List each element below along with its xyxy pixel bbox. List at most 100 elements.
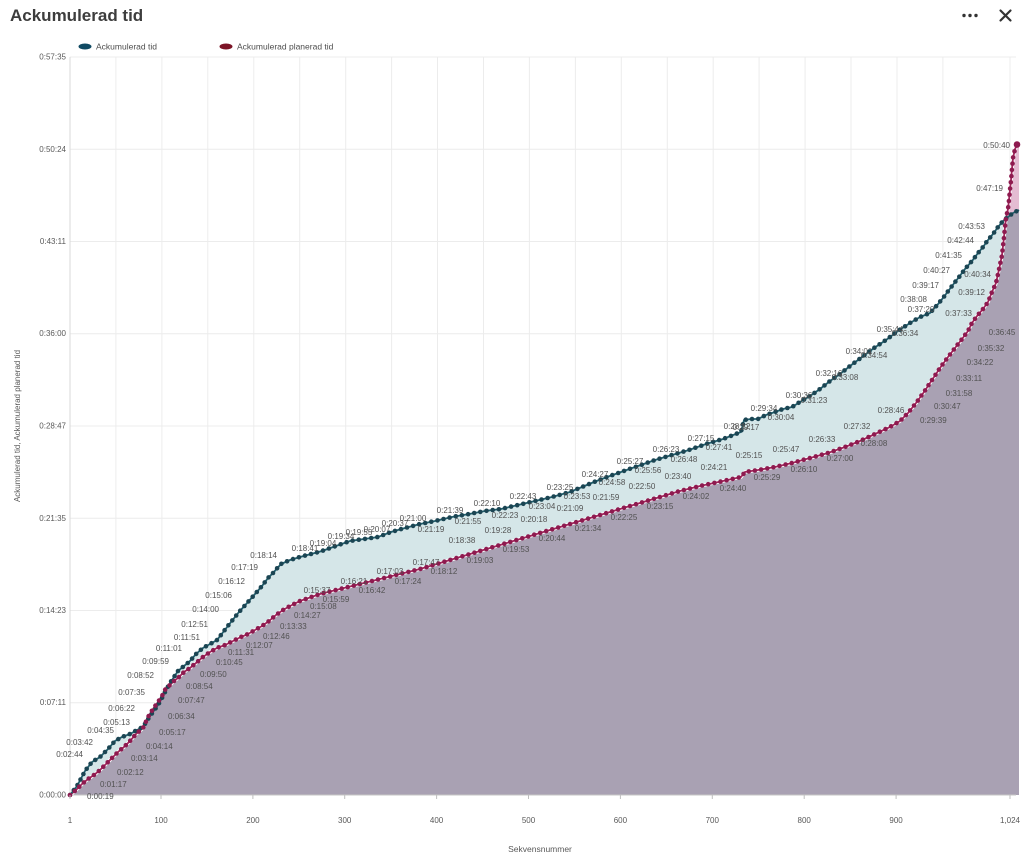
svg-text:0:14:00: 0:14:00 [192,605,219,614]
svg-text:0:35:32: 0:35:32 [978,344,1005,353]
svg-text:0:07:11: 0:07:11 [40,698,67,707]
svg-text:0:15:37: 0:15:37 [304,586,331,595]
svg-text:0:21:34: 0:21:34 [575,524,602,533]
svg-text:0:40:34: 0:40:34 [964,270,991,279]
svg-text:0:11:51: 0:11:51 [174,633,201,642]
svg-text:0:15:06: 0:15:06 [205,591,232,600]
svg-text:0:50:24: 0:50:24 [39,145,66,154]
svg-text:0:32:16: 0:32:16 [816,369,843,378]
svg-text:0:50:40: 0:50:40 [983,141,1010,150]
svg-text:0:11:31: 0:11:31 [228,648,255,657]
svg-text:0:27:15: 0:27:15 [688,434,715,443]
svg-text:Ackumulerad tid: Ackumulerad tid [96,42,157,52]
svg-text:0:31:23: 0:31:23 [801,396,828,405]
svg-text:0:00:00: 0:00:00 [39,791,66,800]
svg-text:0:25:47: 0:25:47 [773,445,800,454]
svg-text:0:07:35: 0:07:35 [118,688,145,697]
svg-text:0:01:17: 0:01:17 [100,780,127,789]
svg-text:0:29:39: 0:29:39 [920,416,947,425]
svg-text:0:21:09: 0:21:09 [557,504,584,513]
svg-text:1: 1 [68,816,73,825]
svg-text:0:29:17: 0:29:17 [733,423,760,432]
svg-text:0:26:33: 0:26:33 [809,435,836,444]
svg-text:0:27:00: 0:27:00 [827,454,854,463]
svg-text:0:19:03: 0:19:03 [467,556,494,565]
svg-text:0:23:04: 0:23:04 [529,502,556,511]
svg-text:0:30:47: 0:30:47 [934,402,961,411]
svg-text:0:57:35: 0:57:35 [39,53,66,62]
svg-text:0:03:42: 0:03:42 [66,738,93,747]
svg-text:0:21:35: 0:21:35 [39,514,66,523]
svg-text:0:13:33: 0:13:33 [280,622,307,631]
svg-text:0:09:59: 0:09:59 [142,657,169,666]
svg-text:0:23:25: 0:23:25 [547,483,574,492]
svg-text:0:36:45: 0:36:45 [989,328,1016,337]
svg-text:0:35:44: 0:35:44 [877,325,904,334]
svg-text:0:17:24: 0:17:24 [395,577,422,586]
svg-text:Ackumulerad planerad tid: Ackumulerad planerad tid [237,42,334,52]
svg-text:0:43:11: 0:43:11 [40,237,67,246]
svg-text:0:15:59: 0:15:59 [323,595,350,604]
svg-text:0:24:21: 0:24:21 [701,463,728,472]
svg-text:0:40:27: 0:40:27 [923,266,950,275]
svg-text:600: 600 [614,816,628,825]
svg-text:300: 300 [338,816,352,825]
svg-text:700: 700 [706,816,720,825]
svg-text:0:20:07: 0:20:07 [364,525,391,534]
svg-text:0:06:22: 0:06:22 [108,704,135,713]
svg-text:100: 100 [154,816,168,825]
svg-text:500: 500 [522,816,536,825]
svg-text:0:04:35: 0:04:35 [87,726,114,735]
svg-text:400: 400 [430,816,444,825]
svg-text:0:21:19: 0:21:19 [418,525,445,534]
svg-text:0:12:07: 0:12:07 [246,641,273,650]
svg-text:0:41:35: 0:41:35 [935,251,962,260]
svg-text:0:37:20: 0:37:20 [908,305,935,314]
svg-text:0:19:28: 0:19:28 [485,526,512,535]
svg-text:0:19:34: 0:19:34 [328,532,355,541]
svg-text:0:34:22: 0:34:22 [967,358,994,367]
svg-text:Sekvensnummer: Sekvensnummer [508,844,572,854]
svg-text:0:23:15: 0:23:15 [647,502,674,511]
svg-text:0:19:53: 0:19:53 [503,545,530,554]
svg-text:0:25:29: 0:25:29 [754,473,781,482]
svg-text:0:27:41: 0:27:41 [706,443,733,452]
svg-text:0:30:04: 0:30:04 [768,413,795,422]
svg-text:0:12:51: 0:12:51 [181,620,208,629]
svg-text:0:26:48: 0:26:48 [671,455,698,464]
svg-text:0:25:27: 0:25:27 [617,457,644,466]
svg-text:0:28:46: 0:28:46 [878,406,905,415]
svg-text:0:14:27: 0:14:27 [294,611,321,620]
svg-text:0:02:12: 0:02:12 [117,768,144,777]
svg-text:900: 900 [889,816,903,825]
svg-text:0:28:12: 0:28:12 [724,422,751,431]
svg-text:0:16:21: 0:16:21 [341,577,368,586]
svg-text:0:02:44: 0:02:44 [56,750,83,759]
svg-text:0:03:14: 0:03:14 [131,754,158,763]
svg-text:0:07:47: 0:07:47 [178,696,205,705]
svg-text:800: 800 [798,816,812,825]
svg-text:0:36:34: 0:36:34 [892,329,919,338]
svg-text:0:17:03: 0:17:03 [377,567,404,576]
svg-text:0:21:55: 0:21:55 [455,517,482,526]
svg-text:0:16:42: 0:16:42 [359,586,386,595]
svg-text:0:20:44: 0:20:44 [539,534,566,543]
svg-text:0:17:47: 0:17:47 [413,558,440,567]
svg-text:0:25:56: 0:25:56 [635,466,662,475]
svg-text:0:00:19: 0:00:19 [87,792,114,801]
svg-text:0:08:54: 0:08:54 [186,682,213,691]
svg-text:0:05:13: 0:05:13 [103,718,130,727]
svg-text:200: 200 [246,816,260,825]
svg-text:0:21:59: 0:21:59 [593,493,620,502]
svg-text:0:27:32: 0:27:32 [844,422,871,431]
svg-text:0:23:40: 0:23:40 [665,472,692,481]
svg-text:0:22:23: 0:22:23 [492,511,519,520]
svg-text:Ackumulerad tid, Ackumulerad p: Ackumulerad tid, Ackumulerad planerad ti… [13,350,22,502]
svg-text:0:22:50: 0:22:50 [629,482,656,491]
svg-text:0:37:33: 0:37:33 [945,309,972,318]
svg-text:1,024: 1,024 [1000,816,1021,825]
svg-text:0:18:12: 0:18:12 [431,567,458,576]
svg-text:0:15:08: 0:15:08 [310,602,337,611]
svg-text:0:04:14: 0:04:14 [146,742,173,751]
svg-text:0:38:08: 0:38:08 [900,295,927,304]
